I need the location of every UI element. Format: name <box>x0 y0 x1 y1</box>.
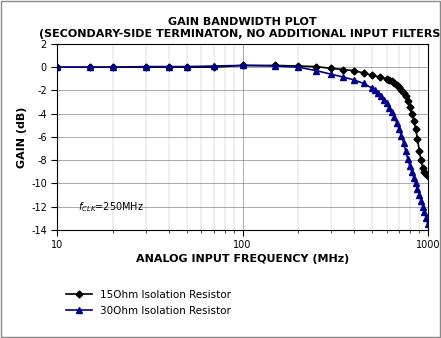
30Ohm Isolation Resistor <box>409 170 415 174</box>
15Ohm Isolation Resistor <box>240 64 245 68</box>
15Ohm Isolation Resistor <box>387 78 392 82</box>
15Ohm Isolation Resistor <box>422 170 427 174</box>
30Ohm Isolation Resistor <box>399 134 404 138</box>
30Ohm Isolation Resistor <box>166 65 172 69</box>
30Ohm Isolation Resistor <box>394 121 400 125</box>
30Ohm Isolation Resistor <box>55 65 60 69</box>
15Ohm Isolation Resistor <box>273 64 278 68</box>
Legend: 15Ohm Isolation Resistor, 30Ohm Isolation Resistor: 15Ohm Isolation Resistor, 30Ohm Isolatio… <box>63 287 234 319</box>
15Ohm Isolation Resistor <box>419 158 424 162</box>
30Ohm Isolation Resistor <box>351 78 357 82</box>
15Ohm Isolation Resistor <box>415 137 420 141</box>
30Ohm Isolation Resistor <box>273 64 278 68</box>
15Ohm Isolation Resistor <box>425 174 430 178</box>
15Ohm Isolation Resistor <box>370 73 375 77</box>
30Ohm Isolation Resistor <box>184 65 190 69</box>
30Ohm Isolation Resistor <box>425 222 430 226</box>
15Ohm Isolation Resistor <box>384 77 389 81</box>
30Ohm Isolation Resistor <box>411 175 416 179</box>
30Ohm Isolation Resistor <box>415 187 420 191</box>
30Ohm Isolation Resistor <box>420 204 426 209</box>
15Ohm Isolation Resistor <box>396 85 402 89</box>
15Ohm Isolation Resistor <box>407 105 412 109</box>
15Ohm Isolation Resistor <box>420 166 426 170</box>
15Ohm Isolation Resistor <box>211 65 217 69</box>
15Ohm Isolation Resistor <box>394 82 400 87</box>
15Ohm Isolation Resistor <box>399 88 404 92</box>
30Ohm Isolation Resistor <box>328 72 333 76</box>
15Ohm Isolation Resistor <box>377 75 382 79</box>
Line: 30Ohm Isolation Resistor: 30Ohm Isolation Resistor <box>55 63 430 227</box>
30Ohm Isolation Resistor <box>295 65 301 69</box>
30Ohm Isolation Resistor <box>240 64 245 68</box>
30Ohm Isolation Resistor <box>419 199 424 203</box>
15Ohm Isolation Resistor <box>403 94 408 98</box>
15Ohm Isolation Resistor <box>87 65 93 69</box>
15Ohm Isolation Resistor <box>351 69 357 73</box>
15Ohm Isolation Resistor <box>401 91 406 95</box>
15Ohm Isolation Resistor <box>423 172 429 176</box>
30Ohm Isolation Resistor <box>413 181 418 185</box>
15Ohm Isolation Resistor <box>409 112 415 116</box>
30Ohm Isolation Resistor <box>87 65 93 69</box>
30Ohm Isolation Resistor <box>376 91 381 95</box>
30Ohm Isolation Resistor <box>403 149 408 153</box>
30Ohm Isolation Resistor <box>387 106 392 110</box>
30Ohm Isolation Resistor <box>422 210 427 214</box>
15Ohm Isolation Resistor <box>413 127 418 131</box>
15Ohm Isolation Resistor <box>417 149 422 153</box>
30Ohm Isolation Resistor <box>381 98 387 102</box>
30Ohm Isolation Resistor <box>110 65 116 69</box>
Line: 15Ohm Isolation Resistor: 15Ohm Isolation Resistor <box>55 63 430 179</box>
30Ohm Isolation Resistor <box>143 65 148 69</box>
15Ohm Isolation Resistor <box>411 119 416 123</box>
30Ohm Isolation Resistor <box>373 88 378 92</box>
15Ohm Isolation Resistor <box>328 66 333 70</box>
30Ohm Isolation Resistor <box>423 216 429 220</box>
15Ohm Isolation Resistor <box>110 65 116 69</box>
30Ohm Isolation Resistor <box>407 164 412 168</box>
30Ohm Isolation Resistor <box>389 111 395 115</box>
15Ohm Isolation Resistor <box>166 65 172 69</box>
X-axis label: ANALOG INPUT FREQUENCY (MHz): ANALOG INPUT FREQUENCY (MHz) <box>136 255 349 264</box>
15Ohm Isolation Resistor <box>389 79 395 83</box>
15Ohm Isolation Resistor <box>361 71 366 75</box>
Title: GAIN BANDWIDTH PLOT
(SECONDARY-SIDE TERMINATON, NO ADDITIONAL INPUT FILTERS): GAIN BANDWIDTH PLOT (SECONDARY-SIDE TERM… <box>39 17 441 39</box>
30Ohm Isolation Resistor <box>401 141 406 145</box>
15Ohm Isolation Resistor <box>392 81 397 85</box>
30Ohm Isolation Resistor <box>314 69 319 73</box>
30Ohm Isolation Resistor <box>417 193 422 197</box>
Y-axis label: GAIN (dB): GAIN (dB) <box>17 106 27 168</box>
15Ohm Isolation Resistor <box>55 65 60 69</box>
30Ohm Isolation Resistor <box>378 94 384 98</box>
15Ohm Isolation Resistor <box>314 65 319 69</box>
30Ohm Isolation Resistor <box>370 86 375 90</box>
15Ohm Isolation Resistor <box>295 64 301 68</box>
30Ohm Isolation Resistor <box>211 64 217 68</box>
15Ohm Isolation Resistor <box>405 99 411 103</box>
30Ohm Isolation Resistor <box>384 101 389 105</box>
15Ohm Isolation Resistor <box>143 65 148 69</box>
Text: $f_{CLK}$=250MHz: $f_{CLK}$=250MHz <box>78 200 144 214</box>
15Ohm Isolation Resistor <box>341 68 346 72</box>
15Ohm Isolation Resistor <box>184 65 190 69</box>
30Ohm Isolation Resistor <box>396 127 402 131</box>
30Ohm Isolation Resistor <box>341 75 346 79</box>
30Ohm Isolation Resistor <box>361 81 366 86</box>
30Ohm Isolation Resistor <box>392 115 397 119</box>
30Ohm Isolation Resistor <box>405 157 411 161</box>
